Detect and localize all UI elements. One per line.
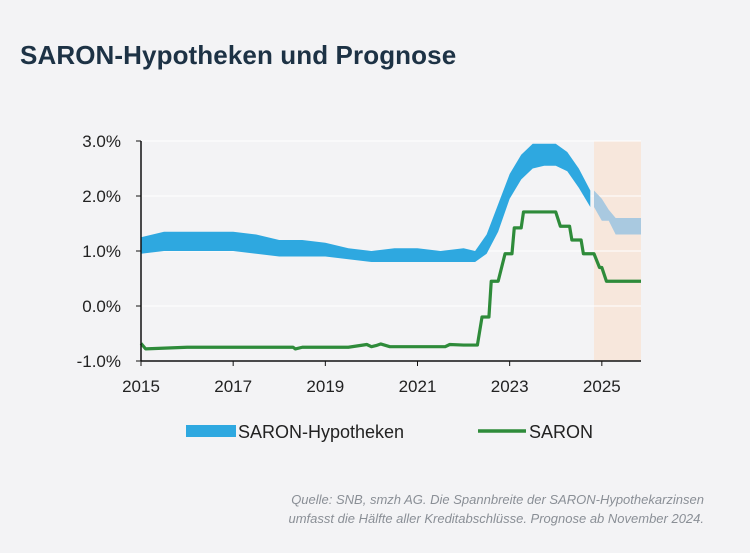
y-tick-label: 1.0% <box>82 242 121 261</box>
y-tick-label: -1.0% <box>77 352 121 371</box>
legend-swatch-band <box>186 425 236 437</box>
page-title: SARON-Hypotheken und Prognose <box>20 40 457 70</box>
line-layer <box>139 210 641 351</box>
y-tick-label: 0.0% <box>82 297 121 316</box>
source-line-1: Quelle: SNB, smzh AG. Die Spannbreite de… <box>291 492 704 507</box>
legend: SARON-Hypotheken SARON <box>186 422 593 442</box>
x-tick-label: 2025 <box>583 377 621 396</box>
legend-label-saron: SARON <box>529 422 593 442</box>
x-tick-label: 2023 <box>491 377 529 396</box>
source-line-2: umfasst die Hälfte aller Kreditabschlüss… <box>288 511 705 526</box>
saron-hypotheken-band <box>141 143 591 262</box>
band-layer <box>141 143 641 262</box>
saron-hypotheken-forecast-band <box>593 190 641 235</box>
x-tick-label: 2017 <box>214 377 252 396</box>
x-tick-label: 2015 <box>122 377 160 396</box>
y-tick-label: 2.0% <box>82 187 121 206</box>
y-tick-label: 3.0% <box>82 132 121 151</box>
x-tick-label: 2021 <box>399 377 437 396</box>
source-note: Quelle: SNB, smzh AG. Die Spannbreite de… <box>144 490 705 528</box>
legend-label-saron-hypotheken: SARON-Hypotheken <box>238 422 404 442</box>
x-tick-label: 2019 <box>306 377 344 396</box>
saron-line <box>139 210 641 351</box>
tick-labels: -1.0% 0.0% 1.0% 2.0% 3.0% 2015 2017 2019 2021 202… <box>77 132 621 396</box>
